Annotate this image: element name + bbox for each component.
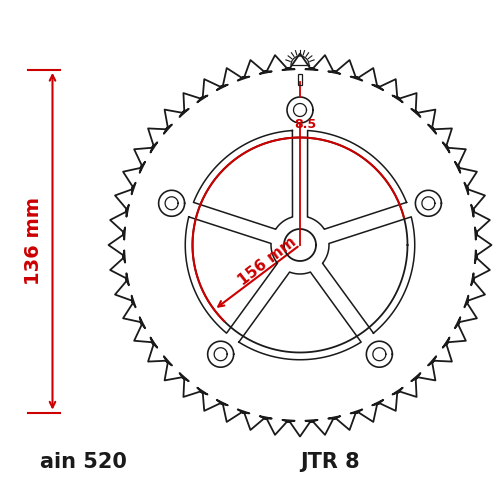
Text: 156 mm: 156 mm (236, 234, 300, 288)
Text: 136 mm: 136 mm (24, 197, 43, 285)
Text: JTR 8: JTR 8 (300, 452, 360, 472)
Text: ain 520: ain 520 (40, 452, 127, 472)
Text: 8.5: 8.5 (294, 118, 316, 132)
Bar (298, 74, 302, 85)
